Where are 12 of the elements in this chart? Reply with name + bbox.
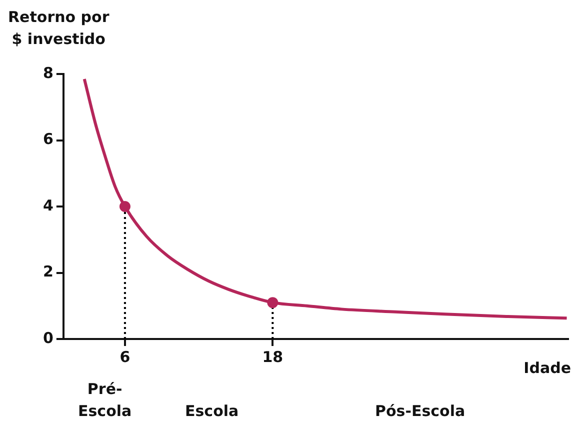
text: Pré- Escola: [78, 379, 132, 422]
y-axis-title: Retorno por $ investido: [8, 7, 110, 50]
y-tick-label: 4: [43, 196, 54, 214]
y-tick-label: 6: [43, 130, 54, 148]
x-axis-title: Idade: [524, 358, 571, 379]
x-tick-label: 18: [262, 348, 284, 366]
text: Pós-Escola: [375, 401, 466, 422]
text: Escola: [185, 401, 239, 422]
y-tick-label: 2: [43, 262, 54, 281]
y-tick-label: 8: [43, 64, 54, 82]
line-series: [82, 77, 568, 320]
y-tick-label: 0: [43, 328, 54, 347]
